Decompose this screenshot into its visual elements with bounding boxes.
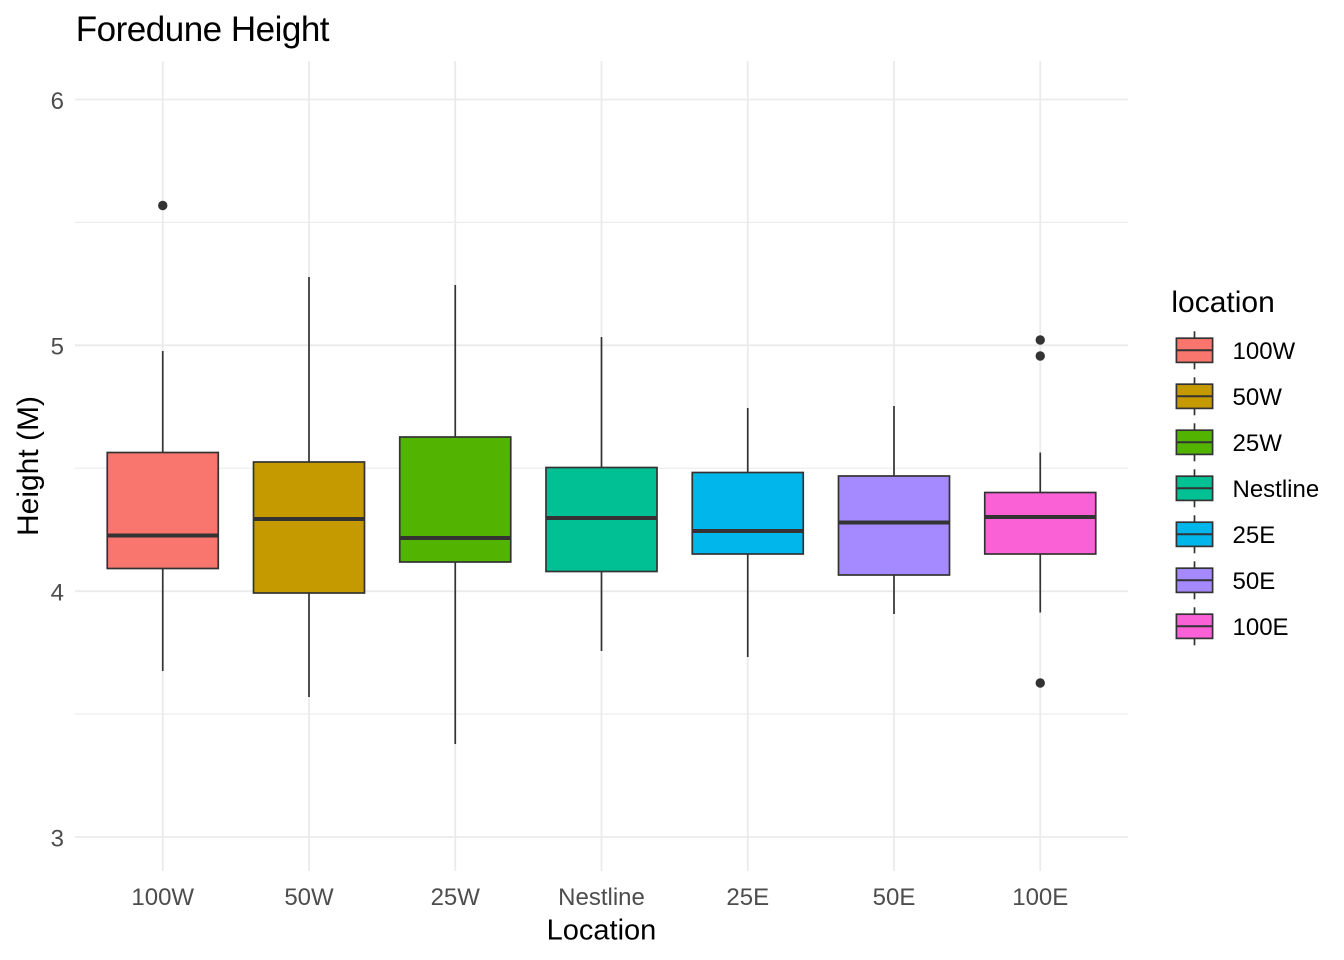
svg-text:50W: 50W	[284, 884, 334, 911]
svg-text:25E: 25E	[726, 884, 769, 911]
svg-text:3: 3	[51, 825, 64, 852]
svg-text:Height (M): Height (M)	[12, 396, 45, 536]
svg-text:25W: 25W	[431, 884, 481, 911]
svg-text:25E: 25E	[1233, 522, 1276, 549]
svg-text:100E: 100E	[1233, 614, 1289, 641]
svg-text:100W: 100W	[1233, 338, 1296, 365]
svg-text:Nestline: Nestline	[1233, 476, 1320, 503]
svg-text:5: 5	[51, 334, 64, 361]
svg-text:50E: 50E	[1233, 568, 1276, 595]
svg-text:6: 6	[51, 88, 64, 115]
svg-text:Foredune Height: Foredune Height	[76, 10, 330, 49]
svg-text:100E: 100E	[1012, 884, 1068, 911]
svg-text:location: location	[1171, 286, 1274, 319]
svg-text:4: 4	[51, 580, 64, 607]
svg-text:50E: 50E	[873, 884, 916, 911]
svg-text:50W: 50W	[1233, 384, 1283, 411]
svg-text:Nestline: Nestline	[558, 884, 645, 911]
svg-text:25W: 25W	[1233, 430, 1283, 457]
svg-text:100W: 100W	[131, 884, 194, 911]
svg-text:Location: Location	[547, 915, 657, 947]
